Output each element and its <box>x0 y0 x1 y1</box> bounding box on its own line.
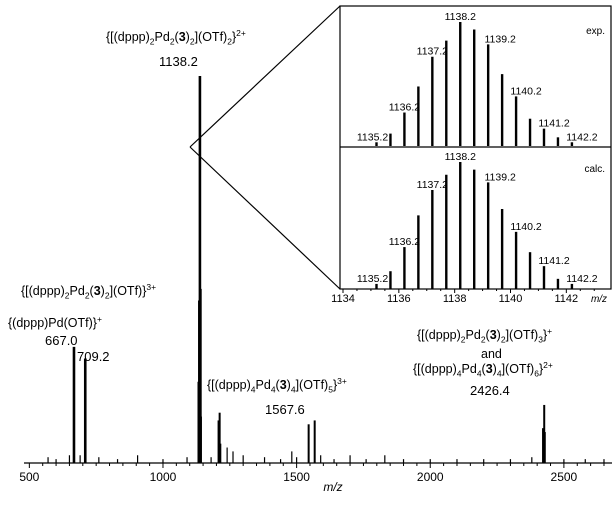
main-tick-label: 2500 <box>551 470 578 484</box>
inset-tick-label: 1140 <box>499 293 523 305</box>
zoom-connector-lines <box>189 5 341 290</box>
peak-label-667: 667.0 <box>45 333 78 348</box>
inset-tick-label: 1138 <box>443 293 467 305</box>
inset-exp-peak-label: 1136.2 <box>389 102 420 114</box>
annotation-tetramer-2plus: {[(dppp)4Pd4(3)4](OTf)6}2+ <box>413 359 553 379</box>
annotation-monomer: {(dppp)Pd(OTf)}+ <box>8 313 102 330</box>
main-tick-label: 1000 <box>150 470 177 484</box>
annotation-and: and <box>481 347 502 361</box>
inset-calc-peak-label: 1137.2 <box>417 179 448 191</box>
main-ticks: 500 1000 1500 2000 2500 <box>19 463 605 484</box>
inset-exp-peak-label: 1138.2 <box>445 11 476 23</box>
inset-exp-peak-label: 1139.2 <box>484 33 515 45</box>
annotation-dimer-1plus: {[(dppp)2Pd2(3)2](OTf)3}+ <box>417 325 553 345</box>
inset-tick-label: 1136 <box>387 293 411 305</box>
main-tick-label: 2000 <box>417 470 444 484</box>
inset-ticks: 1134 1136 1138 1140 1142 <box>331 289 595 305</box>
peak-label-1138: 1138.2 <box>159 54 198 69</box>
inset-calc-peak-label: 1141.2 <box>538 255 569 267</box>
inset-calc-peak-label: 1140.2 <box>510 221 541 233</box>
inset-calc-peak-label: 1139.2 <box>484 171 515 183</box>
inset-tick-label: 1134 <box>331 293 355 305</box>
inset-calc-peak-label: 1135.2 <box>357 273 388 285</box>
inset-calc-peak-label: 1136.2 <box>389 236 420 248</box>
inset-exp-peak-label: 1141.2 <box>538 118 569 130</box>
main-x-axis-label: m/z <box>323 480 342 494</box>
inset-calc-peak-label: 1138.2 <box>445 151 476 163</box>
inset-exp-peak-label: 1135.2 <box>357 131 388 143</box>
peak-label-709: 709.2 <box>77 349 110 364</box>
inset-exp-peak-label: 1140.2 <box>510 85 541 97</box>
isotope-inset: 1138.2 1137.2 1139.2 1136.2 1140.2 1141.2 1135… <box>331 5 612 305</box>
inset-tick-label: 1142 <box>555 293 579 305</box>
inset-exp-tag: exp. <box>586 26 605 37</box>
annotation-dimer-3plus: {[(dppp)2Pd2(3)2](OTf)}3+ <box>21 281 157 301</box>
annotation-tetramer-3plus: {[(dppp)4Pd4(3)4](OTf)5}3+ <box>207 375 347 395</box>
inset-exp-peak-label: 1137.2 <box>417 46 448 58</box>
inset-calc-peak-label: 1142.2 <box>566 273 597 285</box>
main-tick-label: 1500 <box>283 470 310 484</box>
inset-calc-peaks: 1138.2 1137.2 1139.2 1136.2 1140.2 1141.2 1135… <box>357 151 598 289</box>
inset-calc-tag: calc. <box>584 164 605 175</box>
inset-x-axis-label: m/z <box>591 294 607 305</box>
peak-label-2426: 2426.4 <box>470 383 510 398</box>
annotation-dimer-2plus: {[(dppp)2Pd2(3)2](OTf)2}2+ <box>106 27 246 47</box>
main-tick-label: 500 <box>19 470 39 484</box>
zoom-line-lower <box>189 146 341 290</box>
zoom-line-upper <box>189 5 341 148</box>
main-peaks <box>47 76 605 463</box>
inset-exp-peak-label: 1142.2 <box>566 131 597 143</box>
inset-exp-peaks: 1138.2 1137.2 1139.2 1136.2 1140.2 1141.2 1135… <box>357 11 598 146</box>
peak-label-1567: 1567.6 <box>265 402 305 417</box>
